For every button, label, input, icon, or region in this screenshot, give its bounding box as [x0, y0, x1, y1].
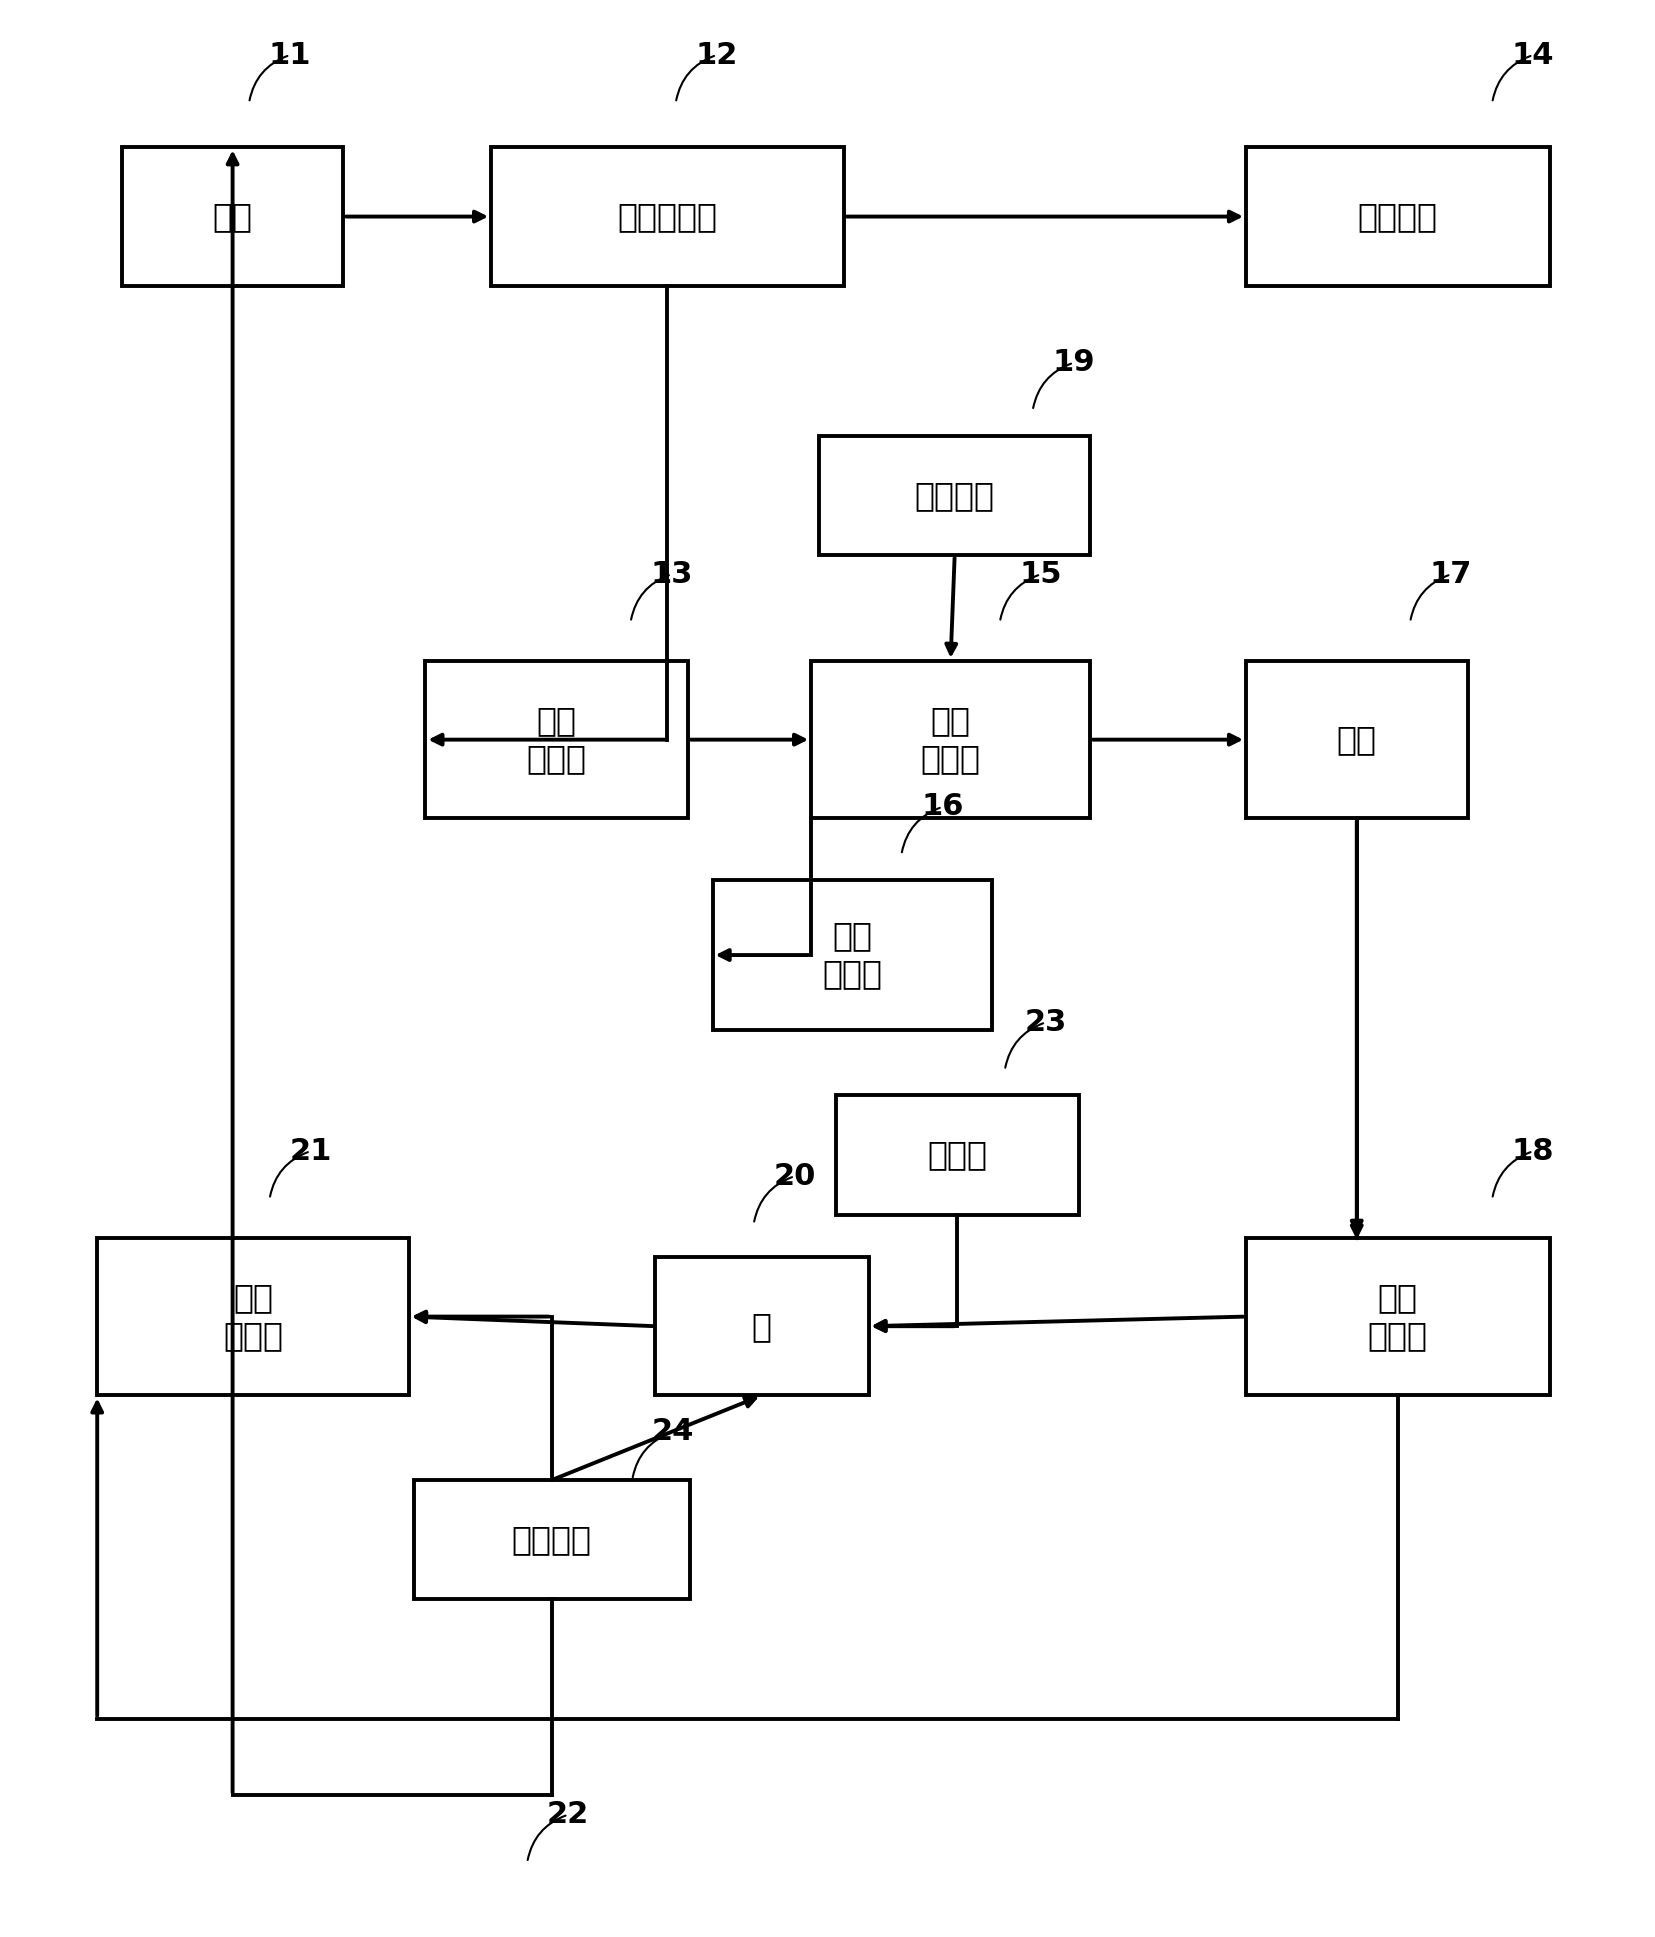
FancyBboxPatch shape — [819, 436, 1091, 556]
Text: 碘: 碘 — [751, 1309, 771, 1342]
Text: 14: 14 — [1513, 41, 1554, 70]
Text: 22: 22 — [548, 1799, 589, 1829]
Text: 16: 16 — [922, 792, 963, 821]
FancyBboxPatch shape — [811, 661, 1091, 819]
Text: 其它
无机盐: 其它 无机盐 — [823, 920, 882, 990]
FancyBboxPatch shape — [414, 1480, 690, 1600]
Text: 13: 13 — [650, 560, 693, 589]
Text: 11: 11 — [268, 41, 311, 70]
FancyBboxPatch shape — [492, 147, 844, 287]
Text: 17: 17 — [1430, 560, 1473, 589]
Text: 浓缩: 浓缩 — [1337, 723, 1377, 755]
FancyBboxPatch shape — [122, 147, 343, 287]
Text: 21: 21 — [290, 1137, 331, 1166]
FancyBboxPatch shape — [655, 1257, 869, 1395]
Text: 无机
碘化物: 无机 碘化物 — [1367, 1280, 1428, 1352]
Text: 氧化剂: 氧化剂 — [927, 1139, 986, 1172]
FancyBboxPatch shape — [425, 661, 688, 819]
Text: 原料: 原料 — [212, 200, 253, 232]
Text: 混合
无机盐: 混合 无机盐 — [526, 703, 588, 775]
Text: 24: 24 — [652, 1418, 695, 1447]
FancyBboxPatch shape — [713, 879, 991, 1030]
FancyBboxPatch shape — [1246, 147, 1549, 287]
Text: 20: 20 — [773, 1162, 816, 1191]
Text: 操作１或２: 操作１或２ — [617, 200, 718, 232]
FancyBboxPatch shape — [1246, 1238, 1549, 1395]
Text: 有机溶剂: 有机溶剂 — [915, 478, 995, 511]
Text: 12: 12 — [695, 41, 738, 70]
Text: 被反应物: 被反应物 — [511, 1522, 592, 1555]
Text: 19: 19 — [1053, 349, 1096, 378]
Text: 有机
溶剂层: 有机 溶剂层 — [920, 703, 980, 775]
Text: 15: 15 — [1019, 560, 1063, 589]
Text: 23: 23 — [1024, 1007, 1067, 1036]
FancyBboxPatch shape — [836, 1096, 1079, 1214]
FancyBboxPatch shape — [1246, 661, 1468, 819]
Text: 目的物质: 目的物质 — [1357, 200, 1438, 232]
FancyBboxPatch shape — [98, 1238, 409, 1395]
Text: 碘代
化合物: 碘代 化合物 — [223, 1280, 283, 1352]
Text: 18: 18 — [1513, 1137, 1554, 1166]
